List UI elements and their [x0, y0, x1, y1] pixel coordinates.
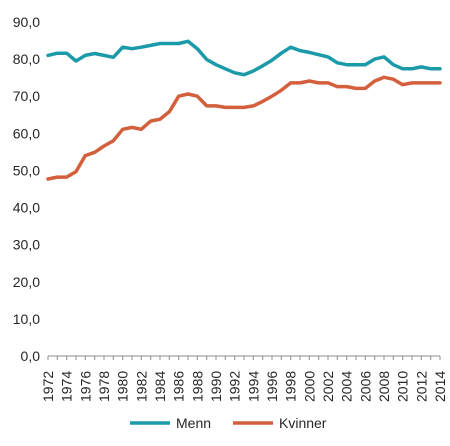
legend-label-menn: Menn: [176, 415, 211, 431]
x-tick-label: 1982: [133, 371, 149, 402]
x-tick-label: 2006: [357, 371, 373, 402]
y-tick-label: 10,0: [13, 311, 40, 327]
x-tick-label: 1990: [208, 371, 224, 402]
x-tick-label: 1974: [59, 371, 75, 402]
x-tick-label: 1976: [77, 371, 93, 402]
x-tick-label: 2010: [395, 371, 411, 402]
y-tick-label: 90,0: [13, 14, 40, 30]
y-tick-label: 50,0: [13, 162, 40, 178]
x-tick-label: 1998: [283, 371, 299, 402]
series-lines: [46, 39, 442, 181]
x-tick-label: 1986: [171, 371, 187, 402]
x-tick-label: 1994: [245, 371, 261, 402]
x-tick-label: 2008: [376, 371, 392, 402]
x-tick-label: 1992: [227, 371, 243, 402]
x-tick-label: 2014: [432, 371, 448, 402]
y-tick-label: 30,0: [13, 237, 40, 253]
legend: Menn Kvinner: [130, 415, 327, 431]
x-tick-label: 1972: [40, 371, 56, 402]
y-tick-label: 60,0: [13, 125, 40, 141]
y-tick-label: 80,0: [13, 51, 40, 67]
legend-label-kvinner: Kvinner: [279, 415, 327, 431]
x-axis: 1972 1974 1976 1978 1980 1982 1984 1986 1988 1990…: [40, 355, 448, 402]
y-axis: 0,0 10,0 20,0 30,0 40,0 50,0 60,0 70,0 80,0 90,0: [13, 14, 40, 364]
x-tick-label: 1996: [264, 371, 280, 402]
x-tick-label: 1988: [189, 371, 205, 402]
y-tick-label: 40,0: [13, 200, 40, 216]
x-tick-label: 2000: [301, 371, 317, 402]
x-tick-label: 2012: [413, 371, 429, 402]
x-tick-label: 2002: [320, 371, 336, 402]
y-tick-label: 0,0: [21, 348, 41, 364]
y-tick-label: 20,0: [13, 274, 40, 290]
x-tick-label: 1984: [152, 371, 168, 402]
x-tick-label: 1980: [115, 371, 131, 402]
x-tick-label: 2004: [339, 371, 355, 402]
series-line-menn: [46, 39, 442, 77]
x-tick-label: 1978: [96, 371, 112, 402]
y-tick-label: 70,0: [13, 88, 40, 104]
series-line-kvinner: [46, 75, 442, 181]
